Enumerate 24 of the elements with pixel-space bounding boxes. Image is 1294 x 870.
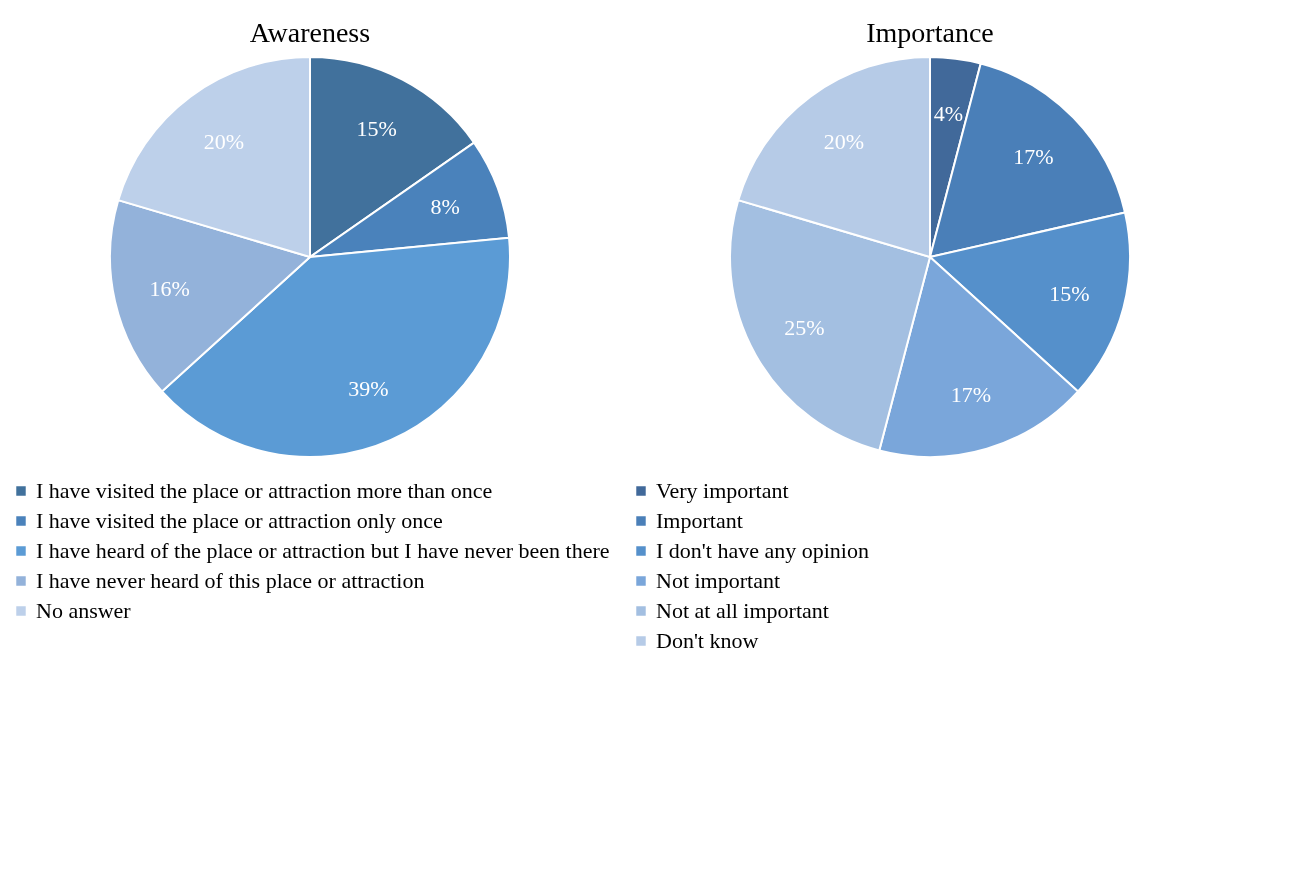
data-label: 25% [784, 314, 825, 340]
data-label: 20% [823, 128, 865, 154]
legend-label: I have visited the place or attraction only once [36, 508, 443, 533]
data-label: 15% [1049, 280, 1090, 306]
data-label: 16% [149, 276, 190, 302]
legend-label: No answer [36, 598, 132, 623]
legend-label: I have visited the place or attraction more than once [36, 478, 493, 503]
legend-label: Not important [656, 568, 781, 593]
chart-title: Awareness [249, 17, 371, 48]
data-label: 39% [348, 375, 389, 401]
data-label: 8% [430, 194, 460, 220]
legend-label: I have heard of the place or attraction but I have never been there [36, 538, 610, 563]
legend-label: Don't know [656, 628, 759, 653]
data-label: 15% [356, 116, 397, 142]
legend-label: Not at all important [656, 598, 829, 623]
legend-label: Important [656, 508, 743, 533]
data-label: 17% [950, 382, 992, 408]
legend-label: I have never heard of this place or attraction [36, 568, 425, 593]
data-label: 17% [1013, 143, 1054, 169]
legend-label: I don't have any opinion [656, 538, 869, 563]
data-label: 20% [203, 128, 245, 154]
legend-label: Very important [656, 478, 789, 503]
data-label: 4% [933, 101, 964, 127]
chart-title: Importance [866, 17, 994, 48]
